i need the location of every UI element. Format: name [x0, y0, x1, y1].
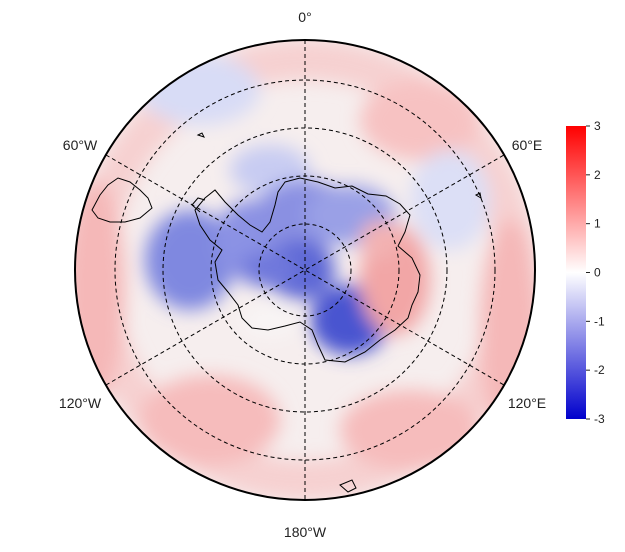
lon-label-60e: 60°E: [512, 137, 543, 153]
colorbar: 3 2 1 0 -1 -2 -3: [566, 119, 605, 426]
colorbar-tick-label: 1: [594, 217, 601, 231]
lon-label-180w: 180°W: [284, 524, 327, 540]
anomaly-field: [75, 40, 535, 500]
colorbar-tick-label: 3: [594, 119, 601, 133]
colorbar-tick-label: 0: [594, 266, 601, 280]
colorbar-tick-label: 2: [594, 168, 601, 182]
lon-label-120e: 120°E: [508, 395, 546, 411]
colorbar-tick-label: -1: [594, 314, 605, 328]
lon-label-120w: 120°W: [59, 395, 102, 411]
lon-label-0: 0°: [298, 9, 311, 25]
colorbar-tick-label: -3: [594, 412, 605, 426]
colorbar-tick-label: -2: [594, 363, 605, 377]
coastline: [91, 132, 482, 493]
graticule: [105, 40, 505, 500]
colorbar-gradient: [566, 126, 586, 419]
lon-label-60w: 60°W: [63, 137, 98, 153]
